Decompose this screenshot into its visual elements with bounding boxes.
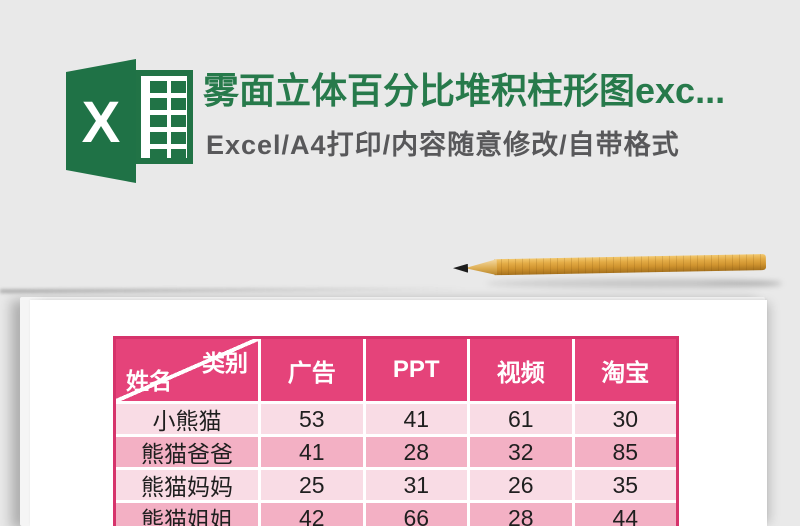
table-cell: 28 — [365, 437, 467, 467]
row-name-cell: 熊猫姐姐 — [116, 503, 258, 526]
corner-label-category: 类别 — [202, 350, 248, 376]
table-cell: 25 — [261, 470, 363, 500]
pencil-graphite-tip — [453, 264, 468, 273]
pencil-sharpened-cone — [465, 259, 497, 276]
page-subtitle: Excel/A4打印/内容随意修改/自带格式 — [206, 130, 680, 160]
table-corner-header: 类别 姓名 — [116, 339, 258, 401]
table-cell: 35 — [574, 470, 676, 500]
column-header-shipin: 视频 — [470, 339, 572, 401]
table-cell: 42 — [261, 503, 363, 526]
pencil-image — [452, 249, 769, 285]
column-header-guanggao: 广告 — [261, 339, 363, 401]
pencil-body — [493, 254, 767, 276]
excel-x-letter: X — [82, 90, 121, 155]
table-cell: 32 — [470, 437, 572, 467]
table-cell: 41 — [261, 437, 363, 467]
table-cell: 66 — [365, 503, 467, 526]
paper-edge-shadow — [0, 286, 469, 294]
column-header-ppt: PPT — [365, 339, 467, 401]
table-cell: 85 — [574, 437, 676, 467]
excel-logo-icon: X — [66, 59, 193, 183]
corner-label-name: 姓名 — [126, 368, 172, 394]
row-name-cell: 熊猫妈妈 — [116, 470, 258, 500]
table-cell: 30 — [574, 404, 676, 434]
table-cell: 53 — [261, 404, 363, 434]
column-header-taobao: 淘宝 — [574, 339, 676, 401]
table-cell: 44 — [574, 503, 676, 526]
table-cell: 28 — [470, 503, 572, 526]
table-cell: 26 — [470, 470, 572, 500]
row-name-cell: 熊猫爸爸 — [116, 437, 258, 467]
table-cell: 61 — [470, 404, 572, 434]
table-cell: 31 — [365, 470, 467, 500]
table-cell: 41 — [365, 404, 467, 434]
data-table: 类别 姓名 广告 PPT 视频 淘宝 小熊猫 53 41 61 30 熊猫爸爸 … — [113, 336, 679, 526]
row-name-cell: 小熊猫 — [116, 404, 258, 434]
pencil-shadow — [486, 279, 782, 288]
page-title: 雾面立体百分比堆积柱形图exc... — [203, 70, 726, 111]
